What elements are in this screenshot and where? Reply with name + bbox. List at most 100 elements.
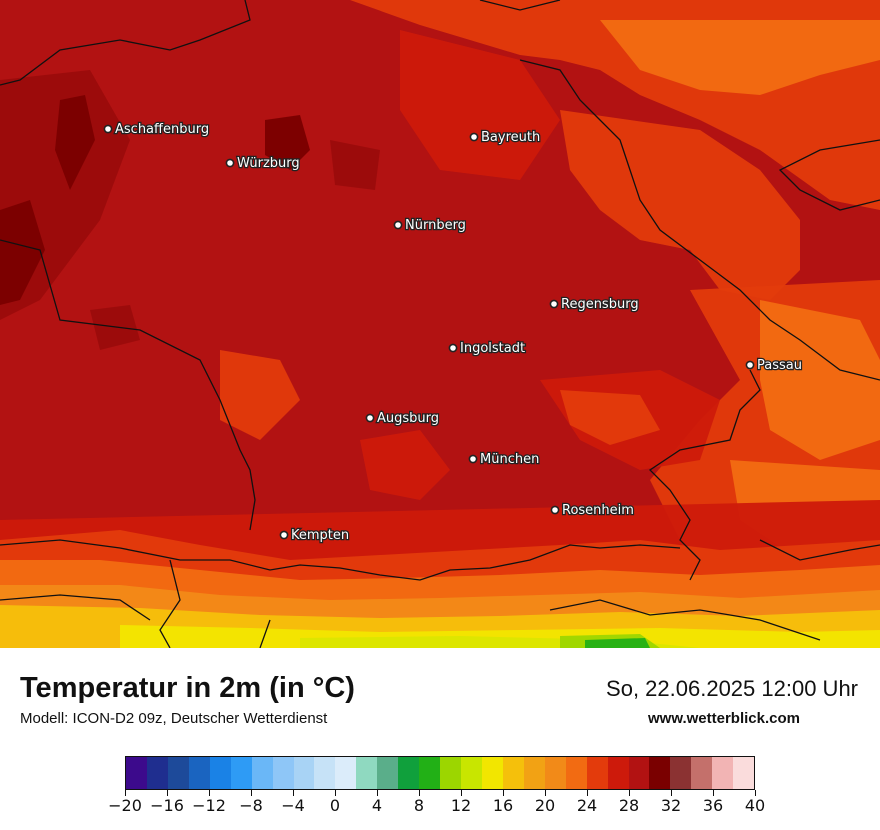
colorbar-segment	[251, 757, 273, 789]
colorbar-segment	[209, 757, 231, 789]
colorbar-segment	[649, 757, 671, 789]
state-border-north	[0, 0, 251, 86]
tyrol-border	[549, 599, 821, 641]
colorbar-tick	[586, 790, 588, 796]
colorbar-segment	[188, 757, 210, 789]
central-warm-patch	[360, 430, 450, 500]
swiss-border	[0, 594, 151, 621]
main-valley-hot-patch	[0, 200, 45, 305]
colorbar-tick	[754, 790, 756, 796]
colorbar-segment	[712, 757, 734, 789]
city-nuernberg: Nürnberg	[393, 217, 467, 234]
colorbar-segment	[502, 757, 524, 789]
aschaffenburg-hot-patch	[55, 95, 95, 190]
city-label: Kempten	[291, 528, 349, 543]
city-aschaffenburg: Aschaffenburg	[103, 121, 210, 138]
colorbar-segment	[377, 757, 399, 789]
colorbar-segment	[230, 757, 252, 789]
colorbar-tick	[502, 790, 504, 796]
national-border-czech	[519, 59, 880, 381]
city-label: Ingolstadt	[460, 341, 525, 356]
model-source: Modell: ICON-D2 09z, Deutscher Wetterdie…	[20, 710, 328, 727]
city-augsburg: Augsburg	[365, 410, 440, 427]
city-dot-icon	[279, 530, 289, 540]
colorbar-tick-label: 24	[576, 796, 598, 815]
colorbar-segment	[565, 757, 587, 789]
city-label: Aschaffenburg	[115, 122, 209, 137]
colorbar-tick	[292, 790, 294, 796]
colorbar-tick	[670, 790, 672, 796]
colorbar-segment	[167, 757, 189, 789]
colorbar-tick-label: 0	[329, 796, 341, 815]
city-dot-icon	[393, 220, 403, 230]
city-label: Passau	[757, 358, 802, 373]
map-canvas: Aschaffenburg Würzburg Bayreuth Nürnberg Reg…	[0, 0, 880, 648]
city-dot-icon	[469, 132, 479, 142]
colorbar-tick-label: 20	[534, 796, 556, 815]
city-rosenheim: Rosenheim	[550, 502, 635, 519]
colorbar-segment	[691, 757, 713, 789]
colorbar-tick-label: 40	[744, 796, 766, 815]
colorbar-tick	[208, 790, 210, 796]
colorbar-segment	[335, 757, 357, 789]
city-kempten: Kempten	[279, 527, 350, 544]
colorbar-segment	[419, 757, 441, 789]
city-regensburg: Regensburg	[549, 296, 640, 313]
colorbar-tick-label: −8	[239, 796, 263, 815]
colorbar-tick	[376, 790, 378, 796]
city-muenchen: München	[468, 451, 541, 468]
city-dot-icon	[550, 505, 560, 515]
valid-datetime: So, 22.06.2025 12:00 Uhr	[606, 676, 858, 701]
map-footer: Temperatur in 2m (in °C) Modell: ICON-D2…	[0, 648, 880, 830]
temperature-field	[0, 0, 880, 648]
colorbar-tick	[544, 790, 546, 796]
colorbar-tick-label: 36	[702, 796, 724, 815]
austria-internal-border	[759, 539, 880, 561]
national-border-austria-south	[0, 539, 681, 581]
alps-cold-patch	[585, 638, 650, 648]
colorbar-tick-label: −12	[192, 796, 226, 815]
colorbar-tick-label: 32	[660, 796, 682, 815]
wurzburg-hot-patch	[265, 115, 310, 170]
map-title: Temperatur in 2m (in °C)	[20, 672, 355, 704]
colorbar-tick-label: 8	[413, 796, 425, 815]
city-dot-icon	[549, 299, 559, 309]
city-label: München	[480, 452, 539, 467]
colorbar-tick	[124, 790, 126, 796]
colorbar-segment	[356, 757, 378, 789]
city-bayreuth: Bayreuth	[469, 129, 542, 146]
city-dot-icon	[745, 360, 755, 370]
colorbar-segment	[733, 757, 755, 789]
website-link[interactable]: www.wetterblick.com	[648, 710, 800, 727]
colorbar-segment	[398, 757, 420, 789]
city-wuerzburg: Würzburg	[225, 155, 301, 172]
colorbar-tick-label: 12	[450, 796, 472, 815]
colorbar-tick-label: 16	[492, 796, 514, 815]
colorbar-segment	[670, 757, 692, 789]
colorbar-segment	[607, 757, 629, 789]
fichtelgebirge-zone	[400, 30, 560, 180]
city-label: Rosenheim	[562, 503, 634, 518]
city-dot-icon	[468, 454, 478, 464]
city-markers: Aschaffenburg Würzburg Bayreuth Nürnberg Reg…	[103, 121, 803, 544]
short-border-segment	[259, 619, 271, 648]
colorbar-tick-label: 28	[618, 796, 640, 815]
colorbar-segment	[293, 757, 315, 789]
colorbar-segment	[440, 757, 461, 789]
colorbar-tick-label: 4	[371, 796, 383, 815]
colorbar-tick	[250, 790, 252, 796]
colorbar-ticks: −20 −16 −12 −8 −4 0 4 8 12 16 20 24 28 32 36 40	[108, 790, 765, 820]
city-ingolstadt: Ingolstadt	[448, 340, 526, 357]
east-border-segment	[778, 139, 880, 211]
temperature-colorbar	[125, 756, 755, 790]
city-label: Nürnberg	[405, 218, 466, 233]
national-border-west-alps	[159, 559, 181, 648]
colorbar-segment	[126, 757, 147, 789]
north-border-segment	[479, 0, 561, 11]
city-dot-icon	[448, 343, 458, 353]
city-dot-icon	[225, 158, 235, 168]
colorbar-tick	[418, 790, 420, 796]
city-dot-icon	[103, 124, 113, 134]
border-lines	[0, 0, 880, 648]
city-passau: Passau	[745, 357, 803, 374]
